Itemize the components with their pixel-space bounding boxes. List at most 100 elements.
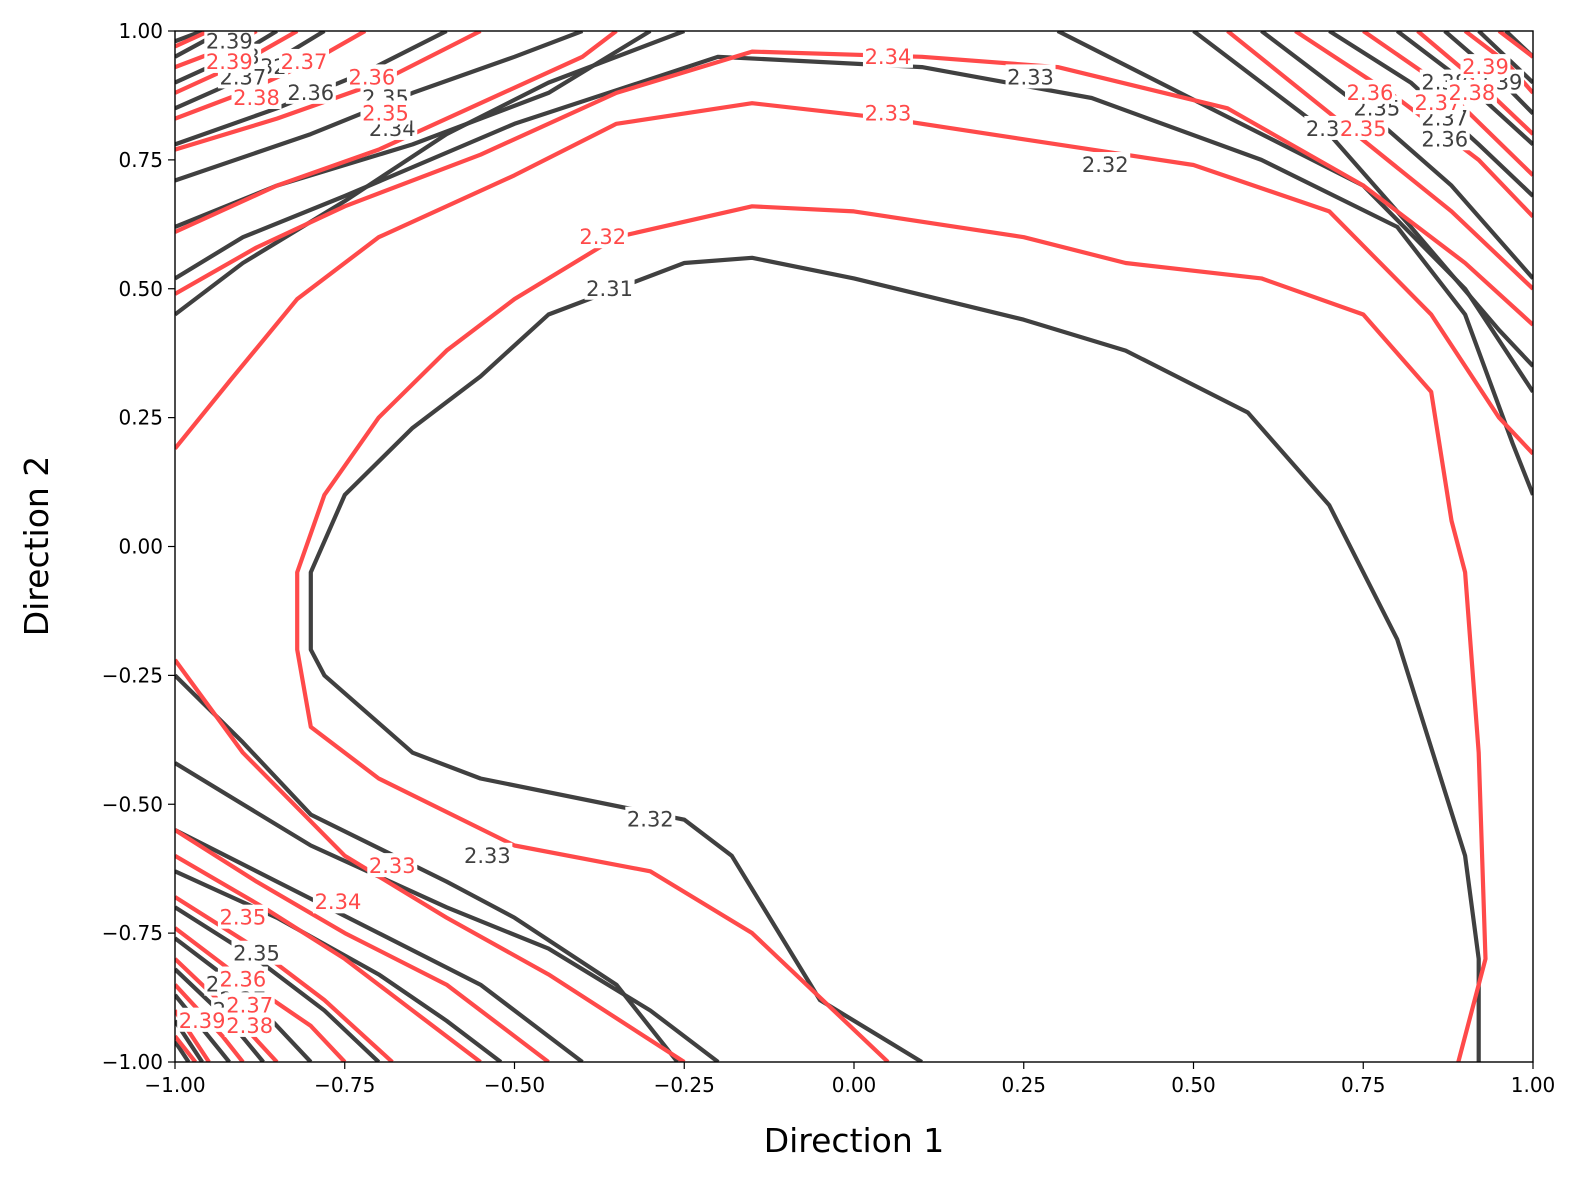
- contour-label-backdrop: [312, 889, 363, 914]
- contour-line: [175, 905, 381, 1062]
- contour-line: [175, 761, 720, 1062]
- contour-label: 2.32: [627, 808, 674, 832]
- contour-label: 2.35: [1340, 117, 1387, 141]
- contour-label: 2.37: [281, 50, 328, 74]
- contour-line: [175, 658, 686, 1062]
- contour-line: [175, 673, 680, 1062]
- contour-label: 2.36: [349, 65, 396, 89]
- contour-label-backdrop: [1345, 79, 1396, 104]
- y-axis-ticks: −1.00 −0.75 −0.50 −0.25 0.00 0.25 0.50 0.75 1.00: [102, 19, 175, 1074]
- x-tick-label: 0.00: [832, 1073, 877, 1097]
- contour-label: 2.33: [369, 854, 416, 878]
- contour-label: 2.33: [1007, 65, 1054, 89]
- x-axis-label: Direction 1: [764, 1121, 945, 1160]
- contour-line: [175, 895, 394, 1062]
- contour-line: [1497, 31, 1533, 59]
- contour-label: 2.35: [233, 942, 280, 966]
- contour-label: 2.32: [1082, 153, 1129, 177]
- contour-line: [1226, 31, 1533, 291]
- contour-line: [175, 31, 686, 317]
- contour-label: 2.36: [287, 81, 334, 105]
- contour-labels: 2.312.322.322.322.332.332.342.342.342.35…: [177, 28, 1525, 1038]
- contour-label: 2.36: [1421, 127, 1468, 151]
- y-tick-label: −0.25: [102, 663, 163, 687]
- contour-label-backdrop: [224, 992, 275, 1017]
- x-tick-label: 0.50: [1171, 1073, 1216, 1097]
- contour-label-backdrop: [204, 48, 255, 73]
- contour-label-backdrop: [217, 966, 268, 991]
- contour-line: [175, 31, 210, 49]
- contour-label-backdrop: [367, 853, 418, 878]
- contour-line: [175, 828, 584, 1062]
- y-tick-label: −0.50: [102, 792, 163, 816]
- contour-label: 2.35: [362, 101, 409, 125]
- contour-line: [175, 853, 482, 1062]
- y-tick-label: 0.50: [118, 277, 163, 301]
- contour-label-backdrop: [177, 1007, 228, 1032]
- y-tick-label: −0.75: [102, 921, 163, 945]
- contour-label-backdrop: [625, 806, 676, 831]
- contour-label-backdrop: [1460, 54, 1511, 79]
- y-axis-label: Direction 2: [17, 456, 56, 637]
- contour-label: 2.38: [1449, 81, 1496, 105]
- contour-label: 2.33: [464, 844, 511, 868]
- contour-label: 2.35: [220, 906, 267, 930]
- y-tick-label: 1.00: [118, 19, 163, 43]
- contour-label: 2.34: [865, 45, 912, 69]
- contour-label-backdrop: [1419, 126, 1470, 151]
- contour-line: [175, 1040, 191, 1062]
- contour-label-backdrop: [285, 79, 336, 104]
- x-tick-label: −0.50: [484, 1073, 545, 1097]
- contour-line: [175, 1034, 198, 1062]
- contour-label: 2.38: [233, 86, 280, 110]
- contour-label-backdrop: [862, 43, 913, 68]
- contour-label-backdrop: [279, 48, 330, 73]
- x-tick-label: 0.25: [1001, 1073, 1046, 1097]
- y-tick-label: 0.00: [118, 535, 163, 559]
- contour-lines: [175, 31, 1533, 1062]
- y-tick-label: 0.25: [118, 406, 163, 430]
- contour-label-backdrop: [217, 904, 268, 929]
- contour-label-backdrop: [231, 85, 282, 110]
- contour-label: 2.36: [220, 968, 267, 992]
- y-tick-label: −1.00: [102, 1050, 163, 1074]
- contour-label: 2.39: [206, 50, 253, 74]
- contour-line: [175, 869, 503, 1062]
- x-tick-label: −0.75: [314, 1073, 375, 1097]
- x-tick-label: −0.25: [654, 1073, 715, 1097]
- contour-label: 2.36: [1347, 81, 1394, 105]
- contour-line: [175, 31, 584, 183]
- contour-label-backdrop: [231, 940, 282, 965]
- contour-label-backdrop: [1005, 64, 1056, 89]
- x-axis-ticks: −1.00 −0.75 −0.50 −0.25 0.00 0.25 0.50 0.75 1.00: [144, 1062, 1555, 1097]
- contour-line: [175, 828, 550, 1062]
- x-tick-label: 1.00: [1511, 1073, 1556, 1097]
- contour-line: [175, 49, 1533, 327]
- contour-line: [1260, 31, 1533, 280]
- contour-label-backdrop: [204, 28, 255, 53]
- contour-label: 2.31: [586, 277, 633, 301]
- contour-label-backdrop: [577, 224, 628, 249]
- contour-label: 2.39: [179, 1009, 226, 1033]
- contour-line: [1192, 31, 1533, 368]
- contour-label-backdrop: [862, 100, 913, 125]
- contour-label: 2.34: [315, 890, 362, 914]
- contour-label-backdrop: [360, 100, 411, 125]
- contour-line: [308, 255, 1481, 1062]
- contour-line: [175, 31, 203, 44]
- contour-label: 2.38: [226, 1014, 273, 1038]
- contour-label-backdrop: [1446, 79, 1497, 104]
- contour-label-backdrop: [1080, 152, 1131, 177]
- contour-label: 2.39: [1462, 55, 1509, 79]
- contour-label-backdrop: [462, 842, 513, 867]
- contour-line: [175, 31, 618, 234]
- y-tick-label: 0.75: [118, 148, 163, 172]
- contour-label-backdrop: [1338, 115, 1389, 140]
- contour-line: [175, 983, 245, 1062]
- contour-label-backdrop: [584, 275, 635, 300]
- x-tick-label: −1.00: [144, 1073, 205, 1097]
- contour-line: [175, 926, 347, 1062]
- contour-line: [1056, 31, 1533, 394]
- x-tick-label: 0.75: [1341, 1073, 1386, 1097]
